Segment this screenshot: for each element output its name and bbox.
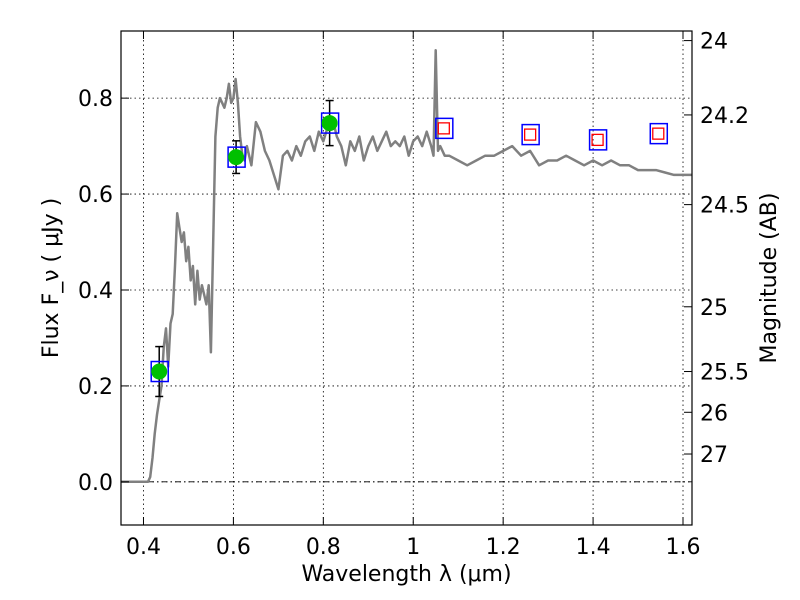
- upper-limit-point: [435, 117, 454, 140]
- y-tick-label: 0.8: [78, 87, 113, 112]
- flux-marker: [151, 363, 168, 380]
- x-tick-label: 1: [406, 535, 420, 560]
- detection-point: [150, 345, 169, 398]
- model-box: [649, 122, 669, 145]
- flux-marker: [652, 127, 665, 140]
- spectrum-series: [121, 48, 692, 484]
- magnitude-tick-label: 25: [700, 296, 728, 321]
- magnitude-tick-label: 25.5: [700, 361, 749, 386]
- x-tick-label: 0.8: [306, 535, 341, 560]
- detection-point: [320, 99, 340, 147]
- right-axis-label: Magnitude (AB): [757, 193, 782, 364]
- x-axis-label: Wavelength λ (μm): [301, 562, 511, 587]
- x-tick-label: 1.6: [666, 535, 701, 560]
- flux-marker: [228, 149, 245, 166]
- y-tick-label: 0.0: [78, 471, 113, 496]
- y-tick-label: 0.2: [78, 375, 113, 400]
- upper-limit-point: [588, 129, 608, 151]
- magnitude-tick-label: 24: [700, 30, 728, 55]
- flux-marker: [591, 133, 604, 147]
- detection-point: [227, 140, 246, 175]
- upper-limit-point: [649, 122, 669, 145]
- magnitude-tick-label: 24.5: [700, 194, 749, 219]
- x-tick-label: 0.4: [126, 535, 161, 560]
- photometry-series: [150, 99, 669, 398]
- upper-limit-point: [521, 123, 540, 146]
- y-tick-label: 0.4: [78, 279, 113, 304]
- axis-ticks: 0.4 0.6 0.8 1 1.2 1.4 1.6 0.0 0.2 0.4 0.6 0.8 24 24.2…: [78, 30, 749, 560]
- flux-marker: [523, 128, 537, 141]
- flux-marker: [437, 122, 450, 135]
- spectrum-line: [121, 48, 692, 484]
- model-box: [588, 129, 608, 151]
- magnitude-tick-label: 26: [700, 401, 728, 426]
- plot-frame: [120, 30, 693, 526]
- y-axis-label: Flux F_ν ( μJy ): [39, 198, 64, 358]
- model-box: [521, 123, 540, 146]
- x-tick-label: 0.6: [216, 535, 251, 560]
- x-tick-label: 1.2: [486, 535, 521, 560]
- model-box: [435, 117, 454, 140]
- flux-marker: [321, 115, 338, 132]
- grid: [121, 31, 692, 525]
- magnitude-tick-label: 24.2: [700, 104, 749, 129]
- y-tick-label: 0.6: [78, 183, 113, 208]
- x-tick-label: 1.4: [576, 535, 611, 560]
- magnitude-tick-label: 27: [700, 443, 728, 468]
